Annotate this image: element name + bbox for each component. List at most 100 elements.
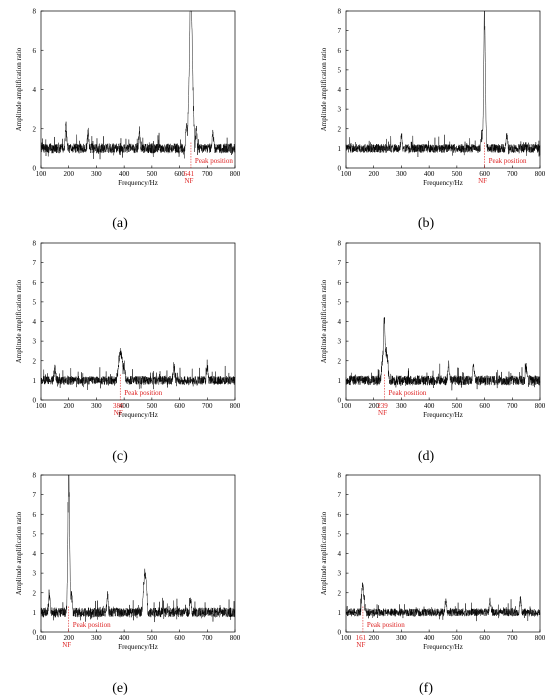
x-tick-label-c-1: 200 — [63, 402, 74, 410]
nf-value-f: 161 — [356, 634, 367, 642]
peak-position-label-d: Peak position — [389, 389, 427, 397]
x-axis-title-c: Frequency/Hz — [118, 411, 158, 419]
x-tick-label-f-6: 700 — [507, 634, 518, 642]
peak-position-label-b: Peak position — [489, 157, 527, 165]
x-tick-label-f-2: 300 — [396, 634, 407, 642]
y-tick-label-e-0: 0 — [33, 629, 37, 637]
y-tick-label-d-8: 8 — [338, 240, 342, 248]
x-tick-label-b-7: 800 — [535, 170, 546, 178]
y-tick-label-d-6: 6 — [338, 279, 342, 287]
nf-value-d: 239 — [377, 402, 388, 410]
y-tick-label-d-0: 0 — [338, 397, 342, 405]
chart-panel-f: 100 200 300 400 500 600 700 800 0 1 2 3 4 5 6 7 8 Frequen… — [320, 472, 546, 696]
y-tick-label-d-5: 5 — [338, 298, 342, 306]
x-tick-label-c-5: 600 — [174, 402, 185, 410]
x-tick-label-d-2: 300 — [396, 402, 407, 410]
y-tick-label-d-2: 2 — [338, 357, 342, 365]
x-tick-label-b-5: 600 — [479, 170, 490, 178]
x-tick-label-a-7: 800 — [230, 170, 241, 178]
x-tick-label-c-3: 400 — [119, 402, 130, 410]
y-tick-label-e-7: 7 — [33, 491, 37, 499]
nf-label-a: NF — [184, 177, 193, 185]
y-axis-title-f: Amplitude amplification ratio — [320, 511, 328, 595]
x-tick-label-f-3: 400 — [424, 634, 435, 642]
y-tick-label-a-4: 8 — [33, 8, 37, 16]
spectrum-line-f — [345, 582, 541, 622]
x-axis-title-e: Frequency/Hz — [118, 643, 158, 651]
x-tick-label-e-2: 300 — [91, 634, 102, 642]
y-tick-label-b-8: 8 — [338, 8, 342, 16]
y-tick-label-e-2: 2 — [33, 589, 37, 597]
panel-label-b: (b) — [418, 216, 435, 231]
y-tick-label-b-5: 5 — [338, 66, 342, 74]
chart-panel-a: 100 200 300 400 500 600 700 800 0 2 4 6 8 Frequency/H… — [15, 8, 241, 232]
y-axis-title-b: Amplitude amplification ratio — [320, 47, 328, 131]
y-axis-title-d: Amplitude amplification ratio — [320, 279, 328, 363]
y-axis-title-e: Amplitude amplification ratio — [15, 511, 23, 595]
y-tick-label-a-2: 4 — [33, 86, 37, 94]
x-tick-label-d-3: 400 — [424, 402, 435, 410]
x-tick-label-e-6: 700 — [202, 634, 213, 642]
nf-label-c: NF — [114, 409, 123, 417]
chart-panel-b: 100 200 300 400 500 600 700 800 0 1 2 3 4 5 6 7 8 Frequen… — [320, 8, 546, 232]
y-tick-label-b-2: 2 — [338, 125, 342, 133]
spectrum-line-d — [345, 317, 541, 391]
nf-label-d: NF — [378, 409, 387, 417]
y-tick-label-c-8: 8 — [33, 240, 37, 248]
y-tick-label-f-0: 0 — [338, 629, 342, 637]
panel-label-c: (c) — [112, 449, 128, 464]
nf-label-e: NF — [62, 641, 71, 649]
x-tick-label-b-6: 700 — [507, 170, 518, 178]
peak-position-label-c: Peak position — [124, 389, 162, 397]
y-tick-label-d-4: 4 — [338, 318, 342, 326]
panel-label-a: (a) — [112, 216, 128, 231]
x-axis-title-d: Frequency/Hz — [423, 411, 463, 419]
x-tick-label-c-2: 300 — [91, 402, 102, 410]
y-tick-label-f-3: 3 — [338, 570, 342, 578]
y-tick-label-e-3: 3 — [33, 570, 37, 578]
chart-panel-c: 100 200 300 400 500 600 700 800 0 1 2 3 4 5 6 7 8 Frequen… — [15, 240, 241, 465]
x-tick-label-a-5: 600 — [174, 170, 185, 178]
y-tick-label-a-0: 0 — [33, 165, 37, 173]
y-tick-label-e-6: 6 — [33, 511, 37, 519]
y-tick-label-b-0: 0 — [338, 165, 342, 173]
x-tick-label-f-0: 100 — [341, 634, 352, 642]
x-tick-label-a-6: 700 — [202, 170, 213, 178]
x-tick-label-b-2: 300 — [396, 170, 407, 178]
x-tick-label-f-7: 800 — [535, 634, 546, 642]
x-tick-label-e-4: 500 — [147, 634, 158, 642]
x-tick-label-a-3: 400 — [119, 170, 130, 178]
x-axis-title-f: Frequency/Hz — [423, 643, 463, 651]
nf-value-a: 641 — [184, 170, 195, 178]
x-tick-label-a-1: 200 — [63, 170, 74, 178]
y-tick-label-f-8: 8 — [338, 472, 342, 480]
nf-label-b: NF — [478, 177, 487, 185]
x-tick-label-d-4: 500 — [452, 402, 463, 410]
x-tick-label-d-0: 100 — [341, 402, 352, 410]
y-tick-label-c-0: 0 — [33, 397, 37, 405]
x-tick-label-c-6: 700 — [202, 402, 213, 410]
x-tick-label-d-7: 800 — [535, 402, 546, 410]
peak-position-label-a: Peak position — [195, 157, 233, 165]
y-tick-label-c-4: 4 — [33, 318, 37, 326]
y-tick-label-c-1: 1 — [33, 377, 37, 385]
y-tick-label-e-4: 4 — [33, 550, 37, 558]
y-tick-label-d-7: 7 — [338, 259, 342, 267]
y-tick-label-f-6: 6 — [338, 511, 342, 519]
y-tick-label-b-7: 7 — [338, 27, 342, 35]
x-tick-label-b-3: 400 — [424, 170, 435, 178]
spectrum-line-a — [40, 10, 236, 160]
y-tick-label-f-4: 4 — [338, 550, 342, 558]
y-tick-label-d-3: 3 — [338, 338, 342, 346]
chart-panel-d: 100 200 300 400 500 600 700 800 0 1 2 3 4 5 6 7 8 Frequen… — [320, 240, 546, 465]
y-tick-label-c-2: 2 — [33, 357, 37, 365]
x-tick-label-a-4: 500 — [147, 170, 158, 178]
spectrum-line-b — [345, 10, 541, 157]
peak-position-label-e: Peak position — [73, 621, 111, 629]
y-tick-label-f-7: 7 — [338, 491, 342, 499]
y-tick-label-b-4: 4 — [338, 86, 342, 94]
x-tick-label-b-4: 500 — [452, 170, 463, 178]
panel-label-f: (f) — [419, 681, 433, 696]
y-tick-label-b-1: 1 — [338, 145, 342, 153]
y-tick-label-e-8: 8 — [33, 472, 37, 480]
